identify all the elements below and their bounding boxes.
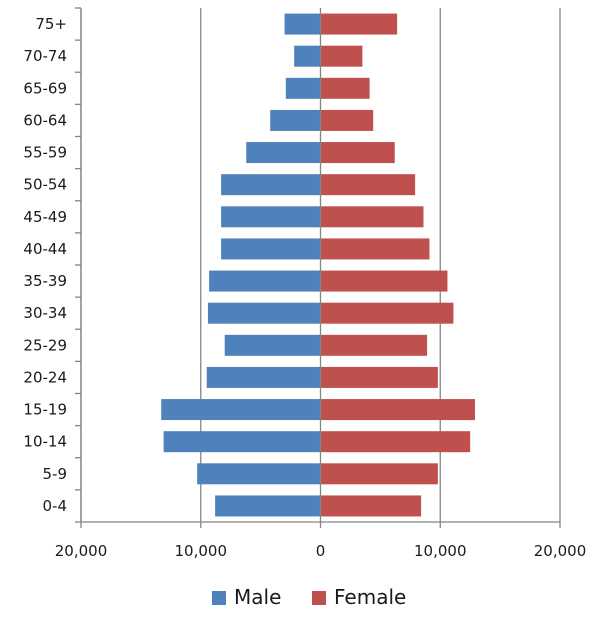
legend-swatch-male	[212, 591, 226, 605]
category-label-45-49: 45-49	[23, 208, 67, 226]
bar-female-25-29	[320, 334, 428, 356]
legend: Male Female	[212, 585, 406, 609]
category-label-20-24: 20-24	[23, 368, 67, 386]
category-label-40-44: 40-44	[23, 240, 67, 258]
category-label-0-4: 0-4	[43, 497, 68, 515]
bar-male-35-39	[209, 270, 321, 292]
bar-female-30-34	[320, 302, 454, 324]
bar-male-10-14	[163, 431, 321, 453]
bar-female-15-19	[320, 399, 475, 421]
bar-male-55-59	[246, 142, 321, 164]
category-label-35-39: 35-39	[23, 272, 67, 290]
x-tick-label-1: 10,000	[175, 542, 228, 560]
bar-male-50-54	[221, 174, 321, 196]
category-label-10-14: 10-14	[23, 433, 67, 451]
x-tick-label-0: 20,000	[55, 542, 108, 560]
bar-female-40-44	[320, 238, 430, 260]
category-label-30-34: 30-34	[23, 304, 67, 322]
bar-female-55-59	[320, 142, 395, 164]
category-label-75+: 75+	[35, 15, 67, 33]
bar-male-25-29	[224, 334, 321, 356]
category-label-60-64: 60-64	[23, 111, 67, 129]
x-tick-label-3: 10,000	[414, 542, 467, 560]
x-tick-label-2: 0	[316, 542, 326, 560]
category-label-65-69: 65-69	[23, 79, 67, 97]
bar-female-65-69	[320, 77, 370, 99]
category-label-25-29: 25-29	[23, 336, 67, 354]
bar-male-15-19	[161, 399, 321, 421]
bar-male-65-69	[285, 77, 321, 99]
x-tick-labels: 20,000 10,000 0 10,000 20,000	[55, 542, 587, 560]
bar-male-30-34	[207, 302, 321, 324]
category-label-50-54: 50-54	[23, 176, 67, 194]
legend-label-female: Female	[334, 585, 406, 609]
bars	[161, 13, 475, 517]
bar-male-70-74	[294, 45, 321, 67]
bar-male-40-44	[221, 238, 321, 260]
bar-male-45-49	[221, 206, 321, 228]
category-labels: 0-4 5-9 10-14 15-19 20-24 25-29 30-34 35-39 40-4…	[23, 15, 67, 515]
bar-female-75+	[320, 13, 398, 35]
bar-female-35-39	[320, 270, 448, 292]
category-label-55-59: 55-59	[23, 144, 67, 162]
bar-female-20-24	[320, 366, 438, 388]
bar-female-5-9	[320, 463, 438, 485]
bar-male-0-4	[215, 495, 321, 517]
bar-male-5-9	[197, 463, 321, 485]
bar-male-60-64	[270, 109, 321, 131]
legend-label-male: Male	[234, 585, 281, 609]
bar-female-60-64	[320, 109, 374, 131]
bar-female-50-54	[320, 174, 416, 196]
axes	[75, 7, 561, 528]
category-label-15-19: 15-19	[23, 401, 67, 419]
bar-female-45-49	[320, 206, 424, 228]
category-label-70-74: 70-74	[23, 47, 67, 65]
legend-swatch-female	[312, 591, 326, 605]
bar-female-70-74	[320, 45, 363, 67]
category-label-5-9: 5-9	[43, 465, 68, 483]
bar-female-10-14	[320, 431, 471, 453]
x-tick-label-4: 20,000	[534, 542, 587, 560]
bar-male-20-24	[206, 366, 321, 388]
bar-female-0-4	[320, 495, 422, 517]
bar-male-75+	[284, 13, 321, 35]
